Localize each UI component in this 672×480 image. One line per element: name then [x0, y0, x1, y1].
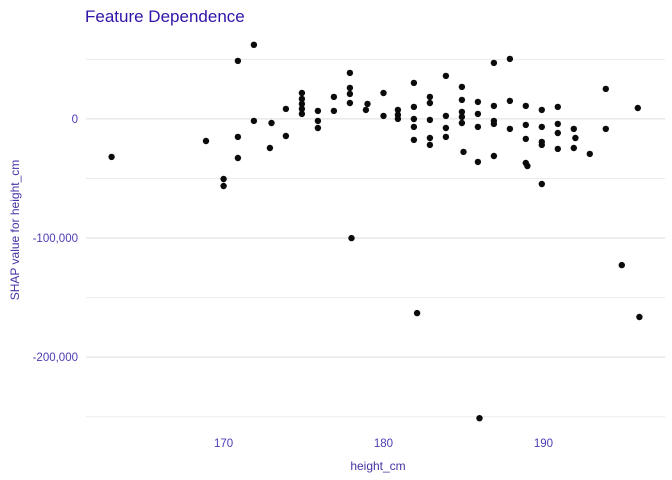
y-tick-label: -100,000: [33, 233, 78, 245]
data-point: [314, 124, 322, 132]
data-point: [522, 135, 529, 143]
data-point: [298, 110, 306, 118]
data-point: [413, 309, 421, 317]
data-point: [330, 107, 338, 115]
data-point: [554, 120, 561, 128]
data-point: [490, 102, 498, 110]
data-point: [410, 115, 418, 123]
y-tick-label: -200,000: [33, 352, 78, 364]
data-point: [554, 103, 561, 111]
data-point: [298, 100, 306, 108]
data-point: [346, 69, 354, 77]
data-point: [380, 112, 387, 120]
data-point: [426, 93, 434, 101]
data-point: [538, 141, 545, 149]
data-point: [554, 145, 561, 153]
data-point: [314, 117, 322, 125]
data-point: [394, 115, 402, 123]
data-point: [298, 89, 306, 97]
data-point: [570, 125, 577, 133]
data-point: [410, 103, 418, 111]
data-point: [426, 134, 434, 142]
data-point: [220, 182, 227, 190]
data-point: [266, 144, 274, 152]
data-point: [586, 150, 593, 158]
data-point: [554, 129, 561, 137]
data-point: [442, 133, 450, 141]
data-point: [458, 83, 466, 91]
data-point: [426, 116, 434, 124]
y-axis-title: SHAP value for height_cm: [8, 159, 22, 301]
data-point: [602, 85, 609, 93]
data-point: [474, 123, 482, 131]
data-point: [634, 104, 641, 112]
data-point: [346, 84, 354, 92]
x-axis-title: height_cm: [350, 459, 406, 473]
data-point: [362, 106, 370, 114]
data-point: [636, 313, 643, 321]
data-point: [458, 119, 466, 127]
data-point: [314, 107, 322, 115]
data-point: [250, 41, 258, 48]
data-point: [506, 55, 514, 63]
data-point: [250, 117, 258, 125]
data-point: [522, 121, 529, 129]
data-point: [538, 106, 545, 114]
data-point: [426, 141, 434, 149]
data-point: [458, 108, 466, 116]
data-point: [410, 123, 418, 131]
data-point: [524, 162, 531, 170]
data-point: [298, 95, 306, 103]
data-point: [426, 99, 434, 107]
data-point: [330, 93, 338, 101]
data-point: [380, 89, 387, 97]
data-point: [282, 132, 290, 140]
data-point: [234, 133, 242, 141]
data-point: [474, 110, 482, 118]
data-point: [602, 125, 609, 133]
data-point: [282, 105, 290, 113]
data-point: [458, 96, 466, 104]
data-point: [476, 415, 483, 422]
data-point: [570, 144, 577, 152]
data-point: [490, 152, 498, 160]
data-point: [538, 180, 545, 188]
x-tick-label: 190: [534, 438, 553, 450]
data-point: [490, 120, 498, 128]
data-point: [506, 125, 514, 133]
data-point: [458, 113, 466, 121]
data-point: [220, 175, 227, 183]
data-point: [506, 97, 514, 105]
data-point: [442, 72, 450, 80]
data-point: [474, 158, 482, 166]
x-tick-label: 180: [374, 438, 393, 450]
data-point: [442, 112, 450, 120]
data-point: [394, 106, 402, 114]
data-point: [346, 99, 354, 107]
data-point: [522, 102, 529, 110]
data-point: [410, 79, 418, 87]
data-point: [490, 59, 498, 67]
data-point: [572, 134, 579, 142]
data-point: [410, 136, 418, 144]
data-point: [268, 119, 275, 127]
data-point: [474, 98, 482, 106]
data-point: [348, 234, 355, 242]
data-point: [108, 153, 115, 161]
data-point: [234, 154, 242, 162]
data-point: [346, 90, 354, 98]
data-point: [234, 57, 242, 65]
data-point: [442, 124, 450, 132]
data-point: [202, 137, 210, 145]
x-tick-label: 170: [214, 438, 233, 450]
data-point: [538, 123, 545, 131]
data-point: [298, 105, 306, 113]
y-tick-label: 0: [72, 114, 78, 126]
chart-title: Feature Dependence: [85, 7, 245, 26]
data-point: [364, 100, 371, 108]
data-point: [618, 261, 625, 269]
data-point: [460, 148, 467, 156]
